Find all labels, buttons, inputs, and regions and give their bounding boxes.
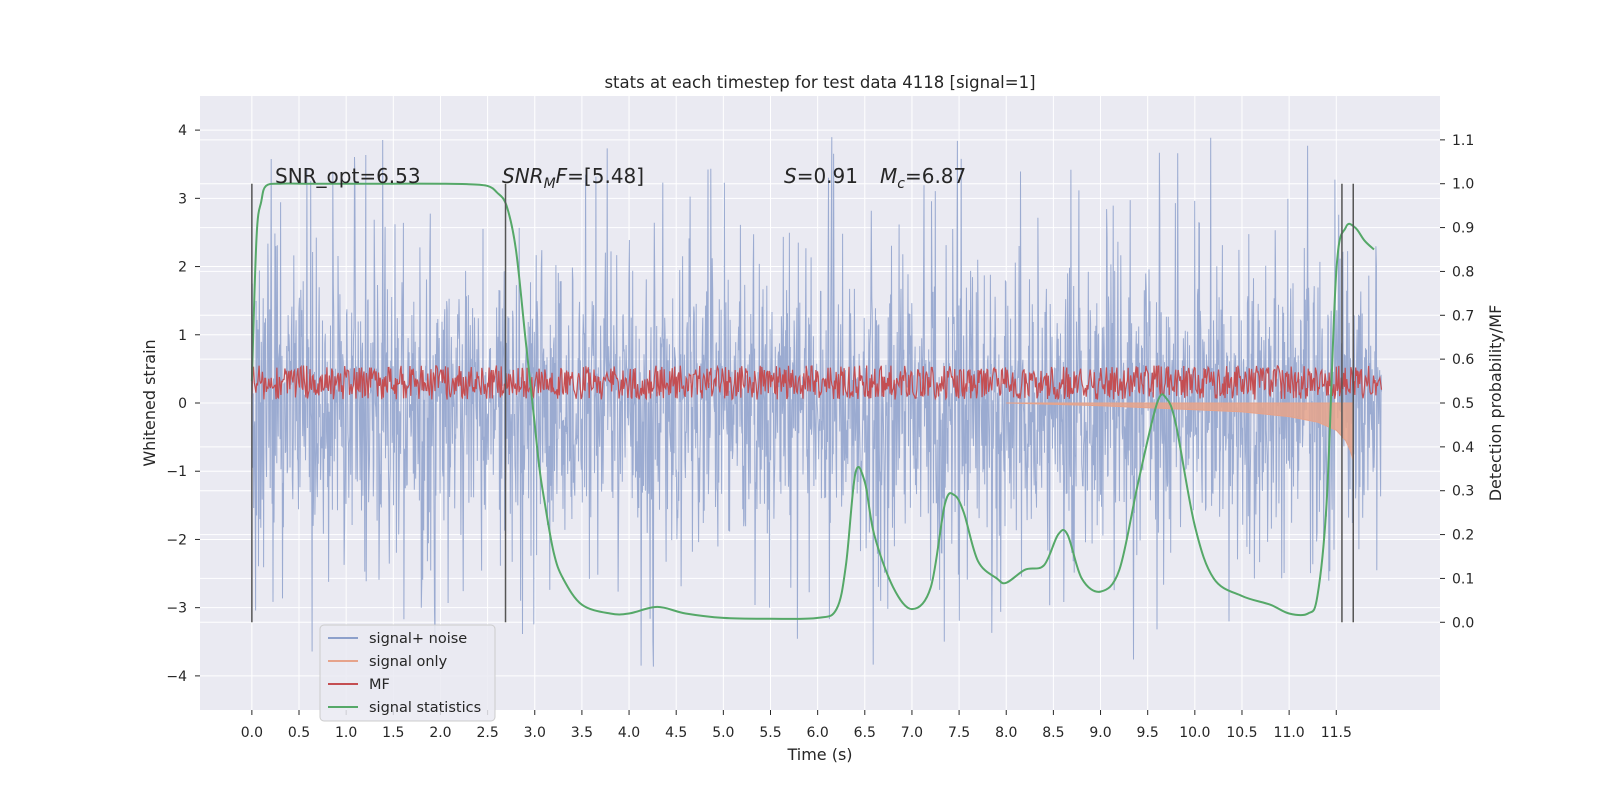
y-axis-label: Whitened strain xyxy=(140,339,159,466)
x-tick-label: 1.0 xyxy=(335,725,357,741)
y2-tick-label: 0.4 xyxy=(1452,440,1474,456)
legend-label-signal-statistics: signal statistics xyxy=(369,700,481,716)
y-tick-label: 1 xyxy=(178,328,187,344)
annotation-snr-opt: SNR_opt=6.53 xyxy=(275,164,421,188)
x-tick-label: 7.0 xyxy=(901,725,923,741)
x-tick-label: 1.5 xyxy=(382,725,404,741)
x-tick-label: 2.0 xyxy=(429,725,451,741)
y-tick-label: −1 xyxy=(166,464,187,480)
y-tick-label: −2 xyxy=(166,532,187,548)
y2-tick-label: 0.1 xyxy=(1452,571,1474,587)
x-tick-label: 9.5 xyxy=(1137,725,1159,741)
y2-tick-label: 0.8 xyxy=(1452,264,1474,280)
x-tick-label: 10.5 xyxy=(1226,725,1257,741)
y2-tick-label: 0.5 xyxy=(1452,396,1474,412)
x-tick-label: 8.5 xyxy=(1042,725,1064,741)
annotation-snr-mf-value: =[5.48] xyxy=(567,164,644,188)
x-tick-label: 8.0 xyxy=(995,725,1017,741)
chart-title: stats at each timestep for test data 411… xyxy=(604,73,1035,92)
annotation-snr-mf-prefix: SNR xyxy=(502,164,544,188)
x-tick-label: 6.0 xyxy=(807,725,829,741)
x-tick-label: 10.0 xyxy=(1179,725,1210,741)
x-tick-label: 11.5 xyxy=(1321,725,1352,741)
annotation-snr-mf-suffix: F xyxy=(556,164,568,188)
x-tick-label: 5.0 xyxy=(712,725,734,741)
series-signal-noise xyxy=(251,137,1382,667)
annotation-snr-mf: SNRMF=[5.48] xyxy=(502,164,644,192)
y2-tick-label: 0.0 xyxy=(1452,615,1474,631)
annotation-s-symbol: S xyxy=(784,164,797,188)
x-tick-label: 9.0 xyxy=(1089,725,1111,741)
y-tick-label: −4 xyxy=(166,669,187,685)
x-tick-label: 5.5 xyxy=(759,725,781,741)
series-mf xyxy=(251,364,1383,401)
tick-marks: 0.0 0.5 1.0 1.5 2.0 2.5 3.0 3.5 4.0 4.5 5.0 5.5 6.0 6… xyxy=(166,123,1474,741)
y2-tick-label: 1.0 xyxy=(1452,177,1474,193)
x-tick-label: 3.5 xyxy=(571,725,593,741)
y2-tick-label: 1.1 xyxy=(1452,133,1474,149)
x-tick-label: 0.5 xyxy=(288,725,310,741)
x-tick-label: 6.5 xyxy=(854,725,876,741)
y-tick-label: 2 xyxy=(178,260,187,276)
legend-box xyxy=(319,624,496,722)
y2-axis-label: Detection probability/MF xyxy=(1486,305,1505,502)
annotation-mc-value: =6.87 xyxy=(905,164,966,188)
annotation-mc-symbol: M xyxy=(880,164,897,188)
x-axis-label: Time (s) xyxy=(786,745,852,764)
x-tick-label: 3.0 xyxy=(524,725,546,741)
series-signal-statistics xyxy=(250,182,1375,620)
x-tick-label: 11.0 xyxy=(1274,725,1305,741)
annotation-s: S=0.91 xyxy=(784,164,858,188)
data-layer xyxy=(250,137,1383,667)
legend-label-mf: MF xyxy=(369,677,390,693)
x-tick-label: 4.5 xyxy=(665,725,687,741)
x-tick-label: 2.5 xyxy=(476,725,498,741)
y-tick-label: 0 xyxy=(178,396,187,412)
annotation-mc: Mc=6.87 xyxy=(880,164,966,192)
legend: signal+ noise signal only MF signal stat… xyxy=(319,624,496,722)
annotation-snr-mf-subscript: M xyxy=(544,176,556,192)
y2-tick-label: 0.7 xyxy=(1452,308,1474,324)
y2-tick-label: 0.3 xyxy=(1452,484,1474,500)
y2-tick-label: 0.6 xyxy=(1452,352,1474,368)
legend-label-signal-only: signal only xyxy=(369,654,448,670)
y2-tick-label: 0.2 xyxy=(1452,528,1474,544)
y2-tick-label: 0.9 xyxy=(1452,221,1474,237)
annotation-mc-subscript: c xyxy=(897,176,905,192)
x-tick-label: 4.0 xyxy=(618,725,640,741)
x-tick-label: 7.5 xyxy=(948,725,970,741)
y-tick-label: −3 xyxy=(166,601,187,617)
legend-label-signal-noise: signal+ noise xyxy=(369,631,467,647)
x-tick-label: 0.0 xyxy=(241,725,263,741)
y-tick-label: 4 xyxy=(178,123,187,139)
y-tick-label: 3 xyxy=(178,191,187,207)
vertical-markers xyxy=(251,183,1354,623)
annotation-s-value: =0.91 xyxy=(797,164,858,188)
